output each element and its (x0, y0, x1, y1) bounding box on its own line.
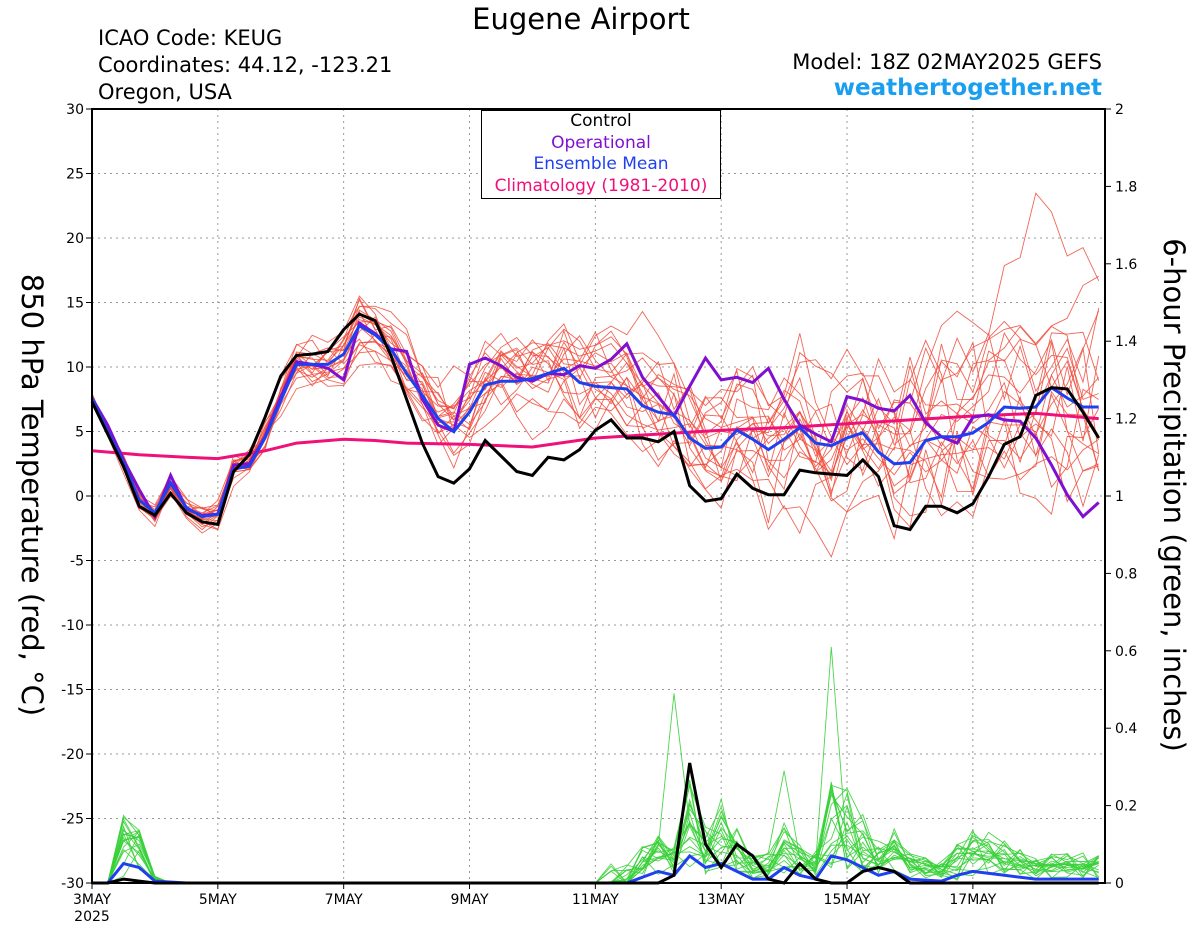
y-left-tick-label: -5 (70, 554, 84, 570)
y-left-tick-label: -30 (61, 876, 84, 892)
ensemble-mean-line (90, 323, 1099, 519)
y-left-tick-label: 20 (66, 231, 84, 247)
y-right-tick-label: 2 (1115, 102, 1124, 118)
x-tick-label: 11MAY (572, 892, 619, 908)
y-right-tick-label: 1.4 (1115, 334, 1137, 350)
y-left-tick-label: -10 (61, 618, 84, 634)
y-right-tick-label: 0.6 (1115, 644, 1137, 660)
x-tick-label: 15MAY (824, 892, 871, 908)
coordinates: Coordinates: 44.12, -123.21 (98, 53, 393, 77)
temp-member-line (91, 298, 1099, 524)
y-left-tick-label: 25 (66, 167, 84, 183)
y-right-tick-label: 1.6 (1115, 257, 1137, 273)
x-tick-label: 9MAY (450, 892, 488, 908)
y-left-tick-label: 15 (66, 296, 84, 312)
y-right-tick-label: 0.4 (1115, 721, 1137, 737)
temp-member-line (91, 316, 1100, 531)
y-right-tick-label: 0 (1115, 876, 1124, 892)
y-left-tick-label: 0 (75, 489, 84, 505)
climatology-line (91, 411, 1099, 461)
x-tick-label: 3MAY (73, 892, 111, 908)
y-right-tick-label: 0.8 (1115, 566, 1137, 582)
plot-frame (91, 108, 1106, 884)
y-right-tick-label: 0.2 (1115, 799, 1137, 815)
y-left-tick-label: -15 (61, 683, 84, 699)
y-right-tick-label: 1.8 (1115, 179, 1137, 195)
region: Oregon, USA (98, 80, 232, 104)
icao-code: ICAO Code: KEUG (98, 26, 283, 50)
x-tick-label: 13MAY (698, 892, 745, 908)
y-left-tick-label: 10 (66, 360, 84, 376)
x-tick-year: 2025 (74, 909, 110, 925)
y-left-tick-label: 30 (66, 102, 84, 118)
brand-link[interactable]: weathertogether.net (833, 75, 1102, 101)
temp-member-line (91, 310, 1099, 525)
legend-ensemble-mean: Ensemble Mean (533, 154, 669, 174)
grid (92, 109, 1105, 883)
model-run: Model: 18Z 02MAY2025 GEFS (792, 50, 1102, 74)
y-left-tick-label: -20 (61, 747, 84, 763)
x-tick-label: 7MAY (325, 892, 363, 908)
y-right-tick-label: 1.2 (1115, 412, 1137, 428)
axes: -30-25-20-15-10-505101520253000.20.40.60… (61, 102, 1137, 925)
legend-operational: Operational (551, 132, 651, 153)
y-left-tick-label: 5 (75, 425, 84, 441)
control-line (90, 312, 1100, 532)
legend-climatology: Climatology (1981-2010) (494, 175, 708, 196)
x-tick-label: 17MAY (949, 892, 996, 908)
temp-member-line (91, 338, 1099, 516)
temp-member-line (91, 323, 1100, 520)
y-left-tick-label: -25 (61, 812, 84, 828)
legend-control: Control (570, 111, 632, 131)
x-tick-label: 5MAY (199, 892, 237, 908)
chart-title: Eugene Airport (472, 2, 690, 36)
y-right-tick-label: 1 (1115, 489, 1124, 505)
legend-box: Control Operational Ensemble Mean Climat… (481, 110, 721, 199)
